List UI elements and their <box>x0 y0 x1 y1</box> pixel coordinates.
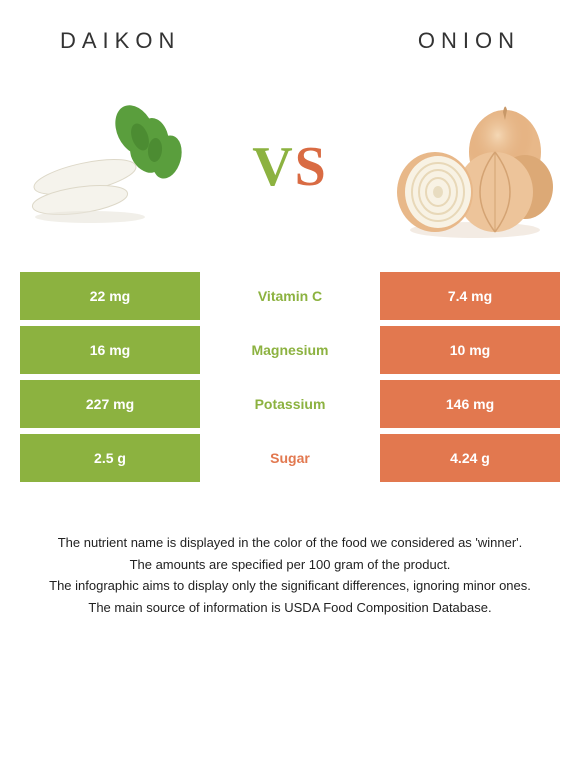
vs-label: VS <box>252 135 328 199</box>
hero-section: VS <box>0 72 580 272</box>
left-value: 16 mg <box>20 326 200 374</box>
nutrient-table: 22 mgVitamin C7.4 mg 16 mgMagnesium10 mg 2… <box>0 272 580 482</box>
footer-notes: The nutrient name is displayed in the co… <box>0 488 580 617</box>
right-value: 7.4 mg <box>380 272 560 320</box>
nutrient-label: Sugar <box>200 434 380 482</box>
nutrient-label: Potassium <box>200 380 380 428</box>
right-value: 10 mg <box>380 326 560 374</box>
right-value: 146 mg <box>380 380 560 428</box>
left-value: 2.5 g <box>20 434 200 482</box>
nutrient-row: 22 mgVitamin C7.4 mg <box>20 272 560 320</box>
left-value: 227 mg <box>20 380 200 428</box>
vs-v: V <box>252 136 294 198</box>
nutrient-row: 227 mgPotassium146 mg <box>20 380 560 428</box>
right-value: 4.24 g <box>380 434 560 482</box>
left-food-title: Daikon <box>60 28 180 54</box>
footer-line-1: The nutrient name is displayed in the co… <box>40 533 540 553</box>
nutrient-label: Magnesium <box>200 326 380 374</box>
left-value: 22 mg <box>20 272 200 320</box>
footer-line-4: The main source of information is USDA F… <box>40 598 540 618</box>
nutrient-row: 16 mgMagnesium10 mg <box>20 326 560 374</box>
nutrient-row: 2.5 gSugar4.24 g <box>20 434 560 482</box>
daikon-image <box>20 87 200 247</box>
right-food-title: Onion <box>418 28 520 54</box>
onion-image <box>380 87 560 247</box>
footer-line-3: The infographic aims to display only the… <box>40 576 540 596</box>
nutrient-label: Vitamin C <box>200 272 380 320</box>
vs-s: S <box>295 136 328 198</box>
footer-line-2: The amounts are specified per 100 gram o… <box>40 555 540 575</box>
